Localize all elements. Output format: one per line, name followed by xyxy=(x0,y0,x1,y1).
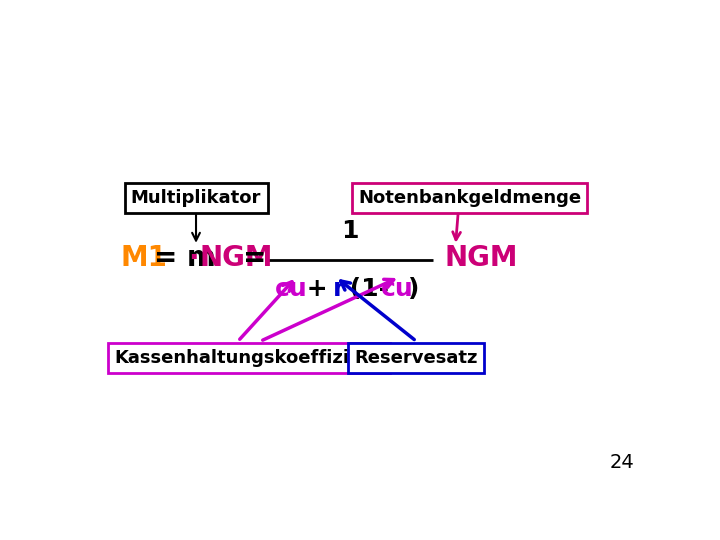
Text: +: + xyxy=(298,278,337,301)
Text: =: = xyxy=(243,244,267,272)
Text: 1: 1 xyxy=(341,219,359,243)
Text: ·: · xyxy=(188,244,199,272)
Text: ): ) xyxy=(408,278,419,301)
Text: NGM: NGM xyxy=(444,244,518,272)
Text: (1-: (1- xyxy=(341,278,390,301)
Text: r: r xyxy=(333,278,345,301)
Text: cu: cu xyxy=(274,278,307,301)
Text: Notenbankgeldmenge: Notenbankgeldmenge xyxy=(358,189,581,207)
Text: NGM: NGM xyxy=(200,244,274,272)
Text: Kassenhaltungskoeffizient: Kassenhaltungskoeffizient xyxy=(114,349,383,367)
Text: cu: cu xyxy=(381,278,414,301)
Text: M1: M1 xyxy=(121,244,168,272)
Text: Multiplikator: Multiplikator xyxy=(131,189,261,207)
Text: = m: = m xyxy=(154,244,216,272)
Text: Reservesatz: Reservesatz xyxy=(355,349,478,367)
Text: 24: 24 xyxy=(609,453,634,472)
